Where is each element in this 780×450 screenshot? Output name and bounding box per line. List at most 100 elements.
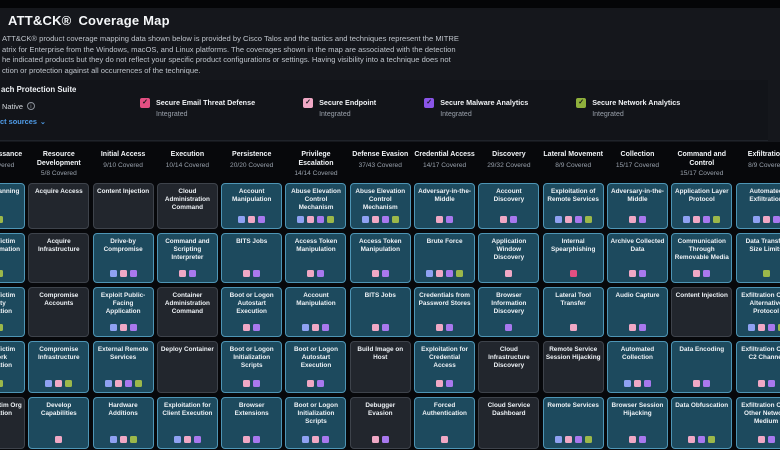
product-checkbox[interactable]: ✓ (140, 98, 150, 108)
technique-cell[interactable]: Adversary-in-the-Middle (414, 183, 476, 229)
technique-cell[interactable]: Browser Information Discovery (478, 287, 540, 337)
product-legend-item[interactable]: ✓ Secure Endpoint Integrated (303, 98, 376, 118)
technique-cell[interactable]: Deploy Container (156, 341, 218, 393)
tactic-header: Command and Control 15/17 Covered (671, 149, 732, 177)
technique-cell[interactable]: Adversary-in-the-Middle (606, 183, 668, 229)
technique-cell[interactable]: Abuse Elevation Control Mechanism (349, 183, 411, 229)
product-legend-item[interactable]: ✓ Secure Network Analytics Integrated (576, 98, 680, 118)
technique-cell[interactable]: Exfiltration Over C2 Channel (735, 341, 780, 393)
technique-cell[interactable]: Audio Capture (606, 287, 668, 337)
technique-cell[interactable]: Cloud Infrastructure Discovery (478, 341, 540, 393)
technique-cell[interactable]: Exploitation of Remote Services (542, 183, 604, 229)
technique-cell[interactable]: Exfiltration Over Alternative Protocol (735, 287, 780, 337)
technique-cell[interactable]: Browser Session Hijacking (606, 397, 668, 449)
technique-name: Communication Through Removable Media (674, 238, 729, 261)
technique-cell[interactable]: Boot or Logon Autostart Execution (285, 341, 347, 393)
technique-cell[interactable]: Automated Collection (606, 341, 668, 393)
product-checkbox[interactable]: ✓ (424, 98, 435, 108)
green-product-square (0, 380, 3, 387)
tactic-count: 20/20 Covered (230, 161, 274, 169)
technique-cell[interactable]: Lateral Tool Transfer (542, 287, 604, 337)
technique-cell[interactable]: Internal Spearphishing (542, 233, 604, 283)
purple-product-square (767, 436, 775, 443)
product-legend-item[interactable]: ✓ Secure Malware Analytics Integrated (424, 98, 528, 118)
technique-cell[interactable]: Remote Service Session Hijacking (542, 341, 604, 393)
technique-cell[interactable]: Compromise Accounts (28, 287, 90, 337)
technique-cell[interactable]: Exploitation for Credential Access (414, 341, 476, 393)
tactic-name: Persistence (232, 151, 272, 158)
technique-cell[interactable]: Acquire Infrastructure (28, 233, 90, 283)
technique-cell[interactable]: Automated Exfiltration (735, 183, 780, 229)
technique-cell[interactable]: Build Image on Host (349, 341, 411, 393)
technique-cell[interactable]: Archive Collected Data (606, 233, 668, 283)
technique-cell[interactable]: Account Manipulation (221, 183, 283, 229)
product-squares (672, 436, 731, 443)
technique-cell[interactable]: Content Injection (671, 287, 733, 337)
product-squares (544, 270, 603, 277)
technique-cell[interactable]: Boot or Logon Initialization Scripts (285, 397, 347, 449)
info-icon[interactable]: i (26, 102, 35, 110)
technique-name: Build Image on Host (357, 346, 404, 361)
product-checkbox[interactable]: ✓ (576, 98, 587, 108)
technique-cell[interactable]: Active Scanning (0, 183, 25, 229)
technique-cell[interactable]: Exploitation for Client Execution (156, 397, 218, 449)
technique-cell[interactable]: Acquire Access (28, 183, 90, 229)
tactic-header: Discovery 29/32 Covered (478, 149, 539, 177)
technique-cell[interactable]: Gather Victim Host Information (0, 233, 25, 283)
technique-cell[interactable]: Gather Victim Identity Information (0, 287, 25, 337)
product-squares (94, 436, 153, 443)
technique-name: Automated Collection (620, 346, 655, 361)
pink-product-square (307, 216, 315, 223)
technique-cell[interactable]: Debugger Evasion (349, 397, 411, 449)
green-product-square (762, 270, 770, 277)
technique-cell[interactable]: BITS Jobs (349, 287, 411, 337)
technique-cell[interactable]: Access Token Manipulation (349, 233, 411, 283)
technique-cell[interactable]: Remote Services (542, 397, 604, 449)
product-legend-item[interactable]: ✓ Secure Email Threat Defense Integrated (140, 98, 255, 118)
technique-cell[interactable]: Compromise Infrastructure (28, 341, 90, 393)
technique-cell[interactable]: Cloud Service Dashboard (478, 397, 540, 449)
technique-cell[interactable]: Command and Scripting Interpreter (156, 233, 218, 283)
technique-cell[interactable]: Exfiltration Over Other Network Medium (735, 397, 780, 449)
technique-cell[interactable]: Access Token Manipulation (285, 233, 347, 283)
technique-cell[interactable]: BITS Jobs (221, 233, 283, 283)
product-squares (286, 324, 345, 331)
technique-cell[interactable]: Brute Force (414, 233, 476, 283)
technique-cell[interactable]: Boot or Logon Initialization Scripts (221, 341, 283, 393)
technique-cell[interactable]: Content Injection (92, 183, 154, 229)
tactic-column: Collection 15/17 Covered Adversary-in-the-… (606, 149, 668, 449)
technique-cell[interactable]: Account Discovery (478, 183, 540, 229)
product-squares (608, 216, 667, 223)
product-checkbox[interactable]: ✓ (303, 98, 314, 108)
product-squares (351, 216, 410, 223)
select-sources-link[interactable]: ct sources ⌄ (0, 117, 46, 126)
technique-cell[interactable]: Credentials from Password Stores (414, 287, 476, 337)
product-status: Integrated (319, 111, 351, 118)
technique-cell[interactable]: Data Transfer Size Limits (735, 233, 780, 283)
technique-cell[interactable]: Forced Authentication (414, 397, 476, 449)
technique-cell[interactable]: Data Obfuscation (671, 397, 733, 449)
technique-cell[interactable]: Gather Victim Network Information (0, 341, 25, 393)
product-squares (544, 216, 603, 223)
page-title-text: Coverage Map (78, 13, 170, 28)
technique-cell[interactable]: Account Manipulation (285, 287, 347, 337)
purple-product-square (638, 270, 646, 277)
technique-cell[interactable]: Data Encoding (671, 341, 733, 393)
technique-cell[interactable]: Develop Capabilities (28, 397, 90, 449)
technique-cell[interactable]: Communication Through Removable Media (671, 233, 733, 283)
technique-cell[interactable]: Gather Victim Org Information (0, 397, 25, 449)
technique-cell[interactable]: Cloud Administration Command (156, 183, 218, 229)
green-product-square (584, 216, 592, 223)
technique-cell[interactable]: Browser Extensions (221, 397, 283, 449)
technique-cell[interactable]: Abuse Elevation Control Mechanism (285, 183, 347, 229)
technique-cell[interactable]: Boot or Logon Autostart Execution (221, 287, 283, 337)
technique-cell[interactable]: Hardware Additions (92, 397, 154, 449)
technique-cell[interactable]: Drive-by Compromise (92, 233, 154, 283)
technique-cell[interactable]: Application Layer Protocol (671, 183, 733, 229)
technique-cell[interactable]: Application Window Discovery (478, 233, 540, 283)
technique-cell[interactable]: Container Administration Command (156, 287, 218, 337)
technique-cell[interactable]: External Remote Services (92, 341, 154, 393)
technique-name: Acquire Access (34, 188, 83, 195)
technique-cell[interactable]: Exploit Public-Facing Application (92, 287, 154, 337)
pink-product-square (693, 380, 701, 387)
